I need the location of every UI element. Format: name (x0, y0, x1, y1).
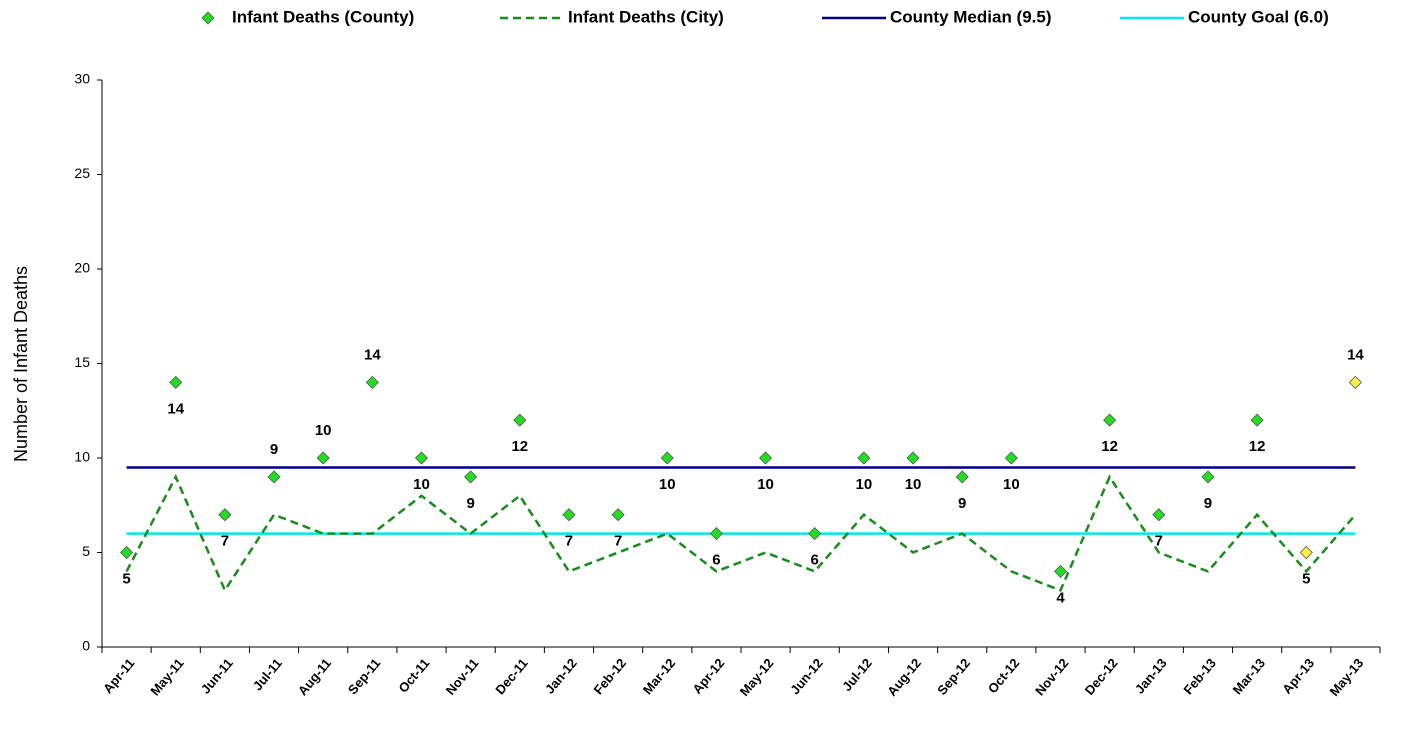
county-point (709, 527, 723, 541)
data-label: 10 (856, 476, 873, 493)
x-tick-label: Mar-12 (640, 655, 678, 697)
x-tick-label: Apr-12 (689, 655, 727, 696)
data-label: 10 (413, 476, 430, 493)
county-point (1348, 375, 1362, 389)
county-point (365, 375, 379, 389)
county-point (1250, 413, 1264, 427)
county-point (759, 451, 773, 465)
y-tick-label: 30 (74, 71, 90, 87)
county-point (1053, 564, 1068, 578)
county-point (611, 508, 625, 522)
x-tick-label: Jan-12 (542, 655, 580, 696)
data-label: 7 (614, 533, 622, 550)
y-tick-label: 25 (74, 165, 90, 181)
data-label: 10 (659, 476, 676, 493)
data-label: 10 (1003, 476, 1020, 493)
y-axis-label: Number of Infant Deaths (11, 266, 31, 462)
data-label: 4 (1056, 589, 1065, 606)
county-point (316, 451, 330, 465)
county-point (513, 413, 527, 427)
data-label: 9 (958, 495, 966, 512)
city-line (125, 473, 1357, 593)
county-point (218, 508, 232, 522)
data-label: 9 (1204, 495, 1212, 512)
county-point (857, 451, 871, 465)
data-label: 14 (167, 400, 184, 417)
data-label: 10 (905, 476, 922, 493)
y-tick-label: 10 (74, 449, 90, 465)
county-point (660, 451, 674, 465)
data-label: 14 (364, 346, 381, 363)
data-label: 10 (757, 476, 774, 493)
data-label: 12 (511, 438, 528, 455)
y-tick-label: 20 (74, 260, 90, 276)
data-label: 7 (565, 533, 573, 550)
data-label: 7 (221, 533, 229, 550)
data-label: 12 (1249, 438, 1266, 455)
x-tick-label: Nov-11 (443, 655, 482, 697)
x-tick-label: May-11 (147, 655, 186, 698)
legend-symbol (201, 11, 215, 25)
x-tick-label: Dec-12 (1082, 655, 1121, 697)
x-tick-label: Jul-11 (250, 655, 285, 693)
x-tick-label: Jul-12 (839, 655, 875, 693)
x-tick-label: Jun-12 (787, 655, 825, 697)
county-point (562, 508, 576, 522)
legend-label: Infant Deaths (County) (232, 7, 414, 26)
x-tick-label: Jan-13 (1132, 655, 1170, 696)
legend-label: County Goal (6.0) (1188, 7, 1329, 26)
data-label: 5 (122, 570, 130, 587)
x-tick-label: Apr-11 (100, 655, 138, 696)
x-tick-label: Mar-13 (1230, 655, 1268, 697)
county-point (414, 451, 429, 465)
legend-label: Infant Deaths (City) (568, 7, 724, 26)
data-label: 6 (811, 552, 819, 569)
x-tick-label: Oct-11 (395, 655, 432, 695)
data-label: 9 (466, 495, 474, 512)
data-label: 5 (1302, 570, 1310, 587)
data-label: 10 (315, 422, 332, 439)
data-label: 6 (712, 552, 720, 569)
county-point (267, 470, 281, 484)
x-tick-label: Oct-12 (985, 655, 1023, 696)
county-point (1299, 545, 1313, 560)
county-point (1004, 451, 1018, 465)
x-tick-label: Nov-12 (1032, 655, 1071, 698)
county-point (1103, 413, 1117, 427)
x-tick-label: Sep-12 (934, 655, 973, 697)
x-tick-label: May-12 (737, 655, 777, 698)
data-label: 14 (1347, 346, 1364, 363)
x-tick-label: Sep-11 (345, 655, 383, 697)
county-point (120, 545, 134, 560)
x-tick-label: Aug-11 (295, 655, 334, 698)
y-tick-label: 0 (82, 638, 90, 654)
x-tick-label: May-13 (1327, 655, 1367, 698)
x-tick-label: Feb-13 (1180, 655, 1218, 697)
county-point (906, 451, 920, 465)
x-tick-label: Apr-13 (1279, 655, 1317, 696)
data-label: 7 (1155, 533, 1163, 550)
y-tick-label: 5 (82, 543, 90, 559)
legend-label: County Median (9.5) (890, 7, 1052, 26)
county-point (808, 527, 822, 541)
x-tick-label: Dec-11 (492, 655, 530, 697)
x-tick-label: Jun-11 (198, 655, 236, 696)
data-label: 9 (270, 441, 278, 458)
x-tick-label: Feb-12 (591, 655, 629, 697)
x-tick-label: Aug-12 (884, 655, 924, 698)
y-tick-label: 15 (74, 354, 90, 370)
county-point (955, 470, 969, 484)
county-point (1201, 470, 1215, 484)
data-label: 12 (1101, 438, 1118, 455)
county-point (464, 470, 478, 484)
county-point (169, 375, 183, 389)
county-point (1152, 508, 1166, 522)
